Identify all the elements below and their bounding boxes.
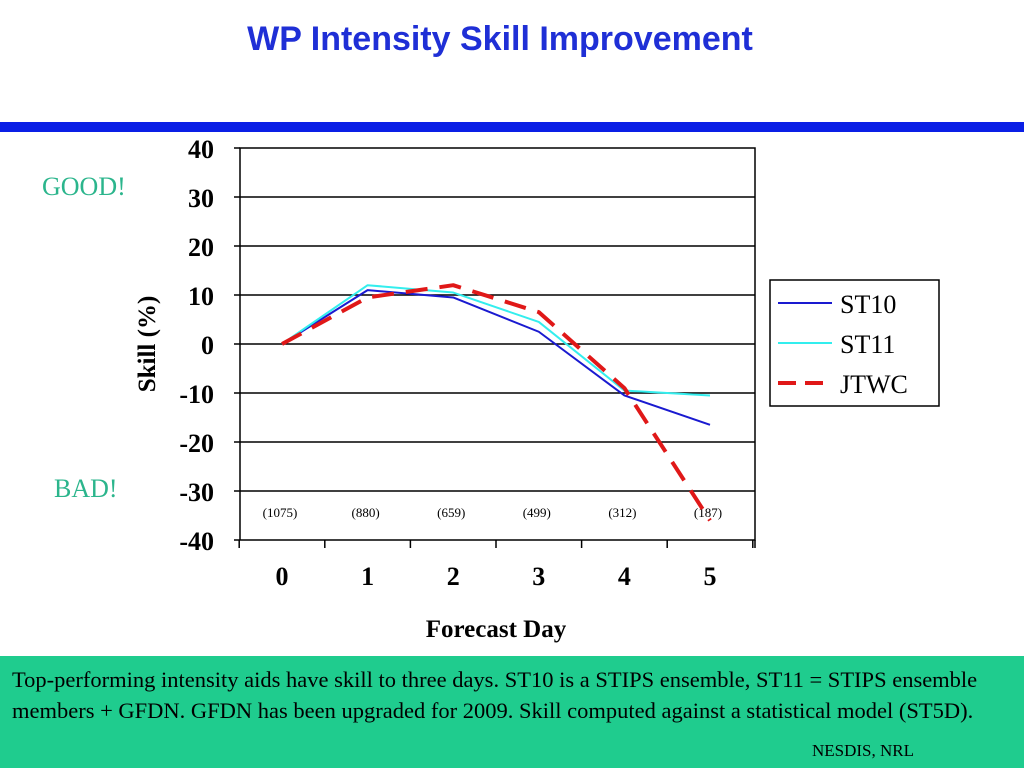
page-title: WP Intensity Skill Improvement: [247, 20, 753, 58]
y-tick-label: -20: [179, 429, 214, 458]
series-line-jtwc: [281, 283, 712, 522]
y-tick-label: 40: [188, 135, 214, 164]
x-axis-label: Forecast Day: [426, 616, 567, 643]
sample-count-label: (659): [437, 505, 465, 520]
y-tick-label: -10: [179, 380, 214, 409]
y-tick-label: 30: [188, 184, 214, 213]
series-line-st11: [281, 284, 711, 397]
sample-count-label: (499): [523, 505, 551, 520]
title-divider: [0, 122, 1024, 132]
x-tick-label: 0: [276, 562, 289, 591]
y-tick-label: 10: [188, 282, 214, 311]
caption-text: Top-performing intensity aids have skill…: [12, 667, 978, 723]
y-tick-label: -40: [179, 527, 214, 556]
y-axis-label: Skill (%): [134, 296, 161, 393]
credit-text: NESDIS, NRL: [812, 741, 915, 760]
y-tick-label: 0: [201, 331, 214, 360]
legend-label-st11: ST11: [840, 330, 895, 359]
sample-count-label: (312): [608, 505, 636, 520]
sample-count-label: (187): [694, 505, 722, 520]
legend-label-jtwc: JTWC: [840, 370, 908, 399]
bad-label: BAD!: [54, 474, 118, 503]
caption-box: Top-performing intensity aids have skill…: [0, 656, 1024, 768]
good-label: GOOD!: [42, 172, 126, 201]
y-tick-label: 20: [188, 233, 214, 262]
skill-line-chart: 40 30 20 10 0 -10 -20 -30 -40 0 1 2 3 4 5 (1075) (880) (6…: [134, 135, 940, 643]
x-tick-label: 5: [704, 562, 717, 591]
legend-label-st10: ST10: [840, 290, 896, 319]
y-tick-label: -30: [179, 478, 214, 507]
x-tick-label: 2: [447, 562, 460, 591]
x-tick-label: 1: [361, 562, 374, 591]
sample-count-label: (1075): [263, 505, 298, 520]
x-tick-label: 4: [618, 562, 631, 591]
x-tick-label: 3: [532, 562, 545, 591]
series-line-st10: [281, 289, 711, 426]
sample-count-label: (880): [352, 505, 380, 520]
